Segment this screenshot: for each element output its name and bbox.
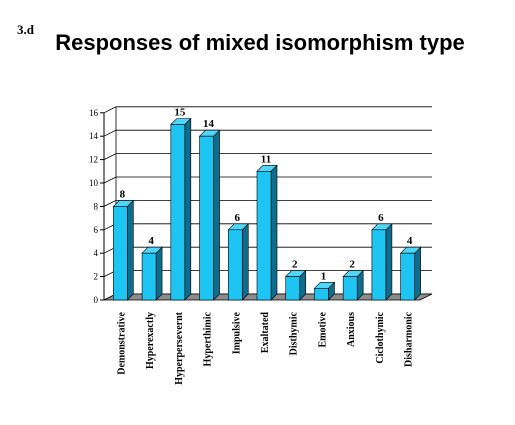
data-label-1: 4 — [148, 235, 154, 247]
data-label-0: 8 — [120, 188, 126, 200]
x-tick-label-8: Anxious — [346, 312, 357, 347]
y-tick-label-6: 12 — [89, 155, 98, 165]
data-label-5: 11 — [261, 153, 271, 165]
data-label-10: 4 — [407, 235, 413, 247]
y-tick-label-0: 0 — [94, 295, 99, 305]
y-tick-label-7: 14 — [89, 131, 99, 141]
x-tick-label-2: Hyperpersevernt — [174, 311, 185, 384]
bar-10 — [400, 252, 415, 301]
bar-4 — [227, 229, 243, 301]
chart-title: Responses of mixed isomorphism type — [55, 30, 465, 55]
bar-9 — [371, 229, 387, 301]
data-label-6: 2 — [292, 259, 298, 271]
data-label-3: 14 — [203, 118, 215, 130]
bar-side-9 — [385, 223, 393, 301]
data-label-8: 2 — [349, 259, 355, 271]
x-tick-label-7: Emotive — [317, 311, 328, 347]
bar-1 — [141, 252, 157, 301]
bar-side-3 — [213, 129, 220, 301]
bar-6 — [285, 276, 301, 301]
bar-0 — [113, 206, 128, 301]
bar-side-0 — [127, 199, 134, 301]
bar-side-2 — [184, 117, 192, 301]
y-tick-label-2: 4 — [94, 248, 99, 258]
data-label-9: 6 — [378, 212, 384, 224]
x-tick-label-5: Exaltated — [260, 312, 271, 354]
x-tick-label-10: Disharmonic — [404, 311, 415, 367]
bar-side-4 — [241, 223, 249, 301]
data-label-4: 6 — [235, 212, 241, 224]
y-tick-label-3: 6 — [94, 225, 99, 235]
x-tick-label-9: Ciclothymic — [375, 311, 386, 363]
x-tick-label-6: Disthymic — [289, 311, 300, 355]
bar-side-10 — [414, 246, 421, 301]
bar-2 — [170, 124, 186, 301]
x-tick-label-4: Impulsive — [231, 311, 242, 354]
bar-3 — [199, 135, 214, 301]
x-tick-label-3: Hyperthimic — [203, 311, 214, 366]
bar-8 — [342, 276, 358, 301]
bar-side-5 — [270, 164, 278, 301]
figure-label: 3.d — [17, 22, 34, 37]
y-tick-label-8: 16 — [89, 108, 99, 118]
y-tick-label-1: 2 — [94, 272, 99, 282]
bar-7 — [314, 287, 329, 301]
bar-side-1 — [155, 246, 163, 301]
data-label-7: 1 — [321, 270, 327, 282]
y-tick-label-5: 10 — [89, 178, 99, 188]
y-tick-label-4: 8 — [94, 201, 99, 211]
bar-5 — [256, 171, 272, 301]
data-label-2: 15 — [174, 107, 186, 119]
x-tick-label-0: Demonstrative — [116, 311, 127, 374]
x-tick-label-1: Hyperexactly — [145, 312, 156, 369]
